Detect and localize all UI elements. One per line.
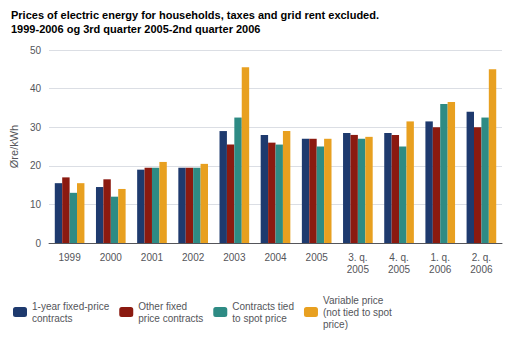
svg-text:Prices of electric energy for: Prices of electric energy for households… [11, 9, 379, 21]
svg-text:price): price) [323, 319, 348, 330]
svg-text:1-year fixed-price: 1-year fixed-price [32, 301, 110, 312]
svg-text:2. q.: 2. q. [472, 252, 491, 263]
svg-text:to spot price: to spot price [232, 313, 287, 324]
svg-text:20: 20 [30, 160, 42, 171]
svg-text:2006: 2006 [470, 264, 493, 275]
svg-text:Other fixed: Other fixed [138, 301, 187, 312]
svg-text:2000: 2000 [100, 252, 123, 263]
svg-text:40: 40 [30, 83, 42, 94]
svg-text:contracts: contracts [32, 313, 73, 324]
svg-text:2005: 2005 [347, 264, 370, 275]
svg-text:2003: 2003 [223, 252, 246, 263]
svg-text:1999-2006 og 3rd quarter 2005-: 1999-2006 og 3rd quarter 2005-2nd quarte… [11, 23, 260, 35]
svg-text:2001: 2001 [141, 252, 164, 263]
svg-text:2004: 2004 [264, 252, 287, 263]
svg-text:50: 50 [30, 45, 42, 56]
svg-text:10: 10 [30, 199, 42, 210]
svg-text:1. q.: 1. q. [430, 252, 449, 263]
svg-text:Contracts tied: Contracts tied [232, 301, 294, 312]
svg-text:30: 30 [30, 122, 42, 133]
svg-text:Øre/kWh: Øre/kWh [8, 125, 20, 168]
svg-text:2005: 2005 [388, 264, 411, 275]
svg-text:2006: 2006 [429, 264, 452, 275]
svg-text:1999: 1999 [58, 252, 81, 263]
svg-text:2005: 2005 [306, 252, 329, 263]
svg-text:price contracts: price contracts [138, 313, 203, 324]
svg-text:Variable price: Variable price [323, 295, 384, 306]
svg-text:(not tied to spot: (not tied to spot [323, 307, 392, 318]
svg-text:2002: 2002 [182, 252, 205, 263]
svg-text:0: 0 [35, 238, 41, 249]
svg-text:3. q.: 3. q. [348, 252, 367, 263]
svg-text:4. q.: 4. q. [389, 252, 408, 263]
